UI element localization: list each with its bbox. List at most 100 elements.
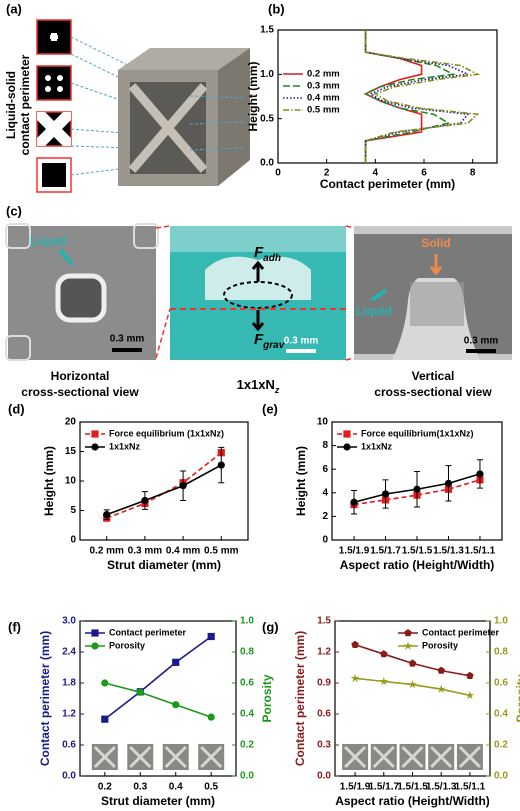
marker [207,632,215,641]
marker [380,650,388,658]
marker [172,658,180,666]
y-tick-label: 3.0 [62,616,76,627]
marker [207,713,215,721]
legend-label: Porosity [422,640,458,650]
x-tick-label: 0.5 mm [204,546,239,557]
y2-tick-label: 0.0 [240,771,254,782]
x-axis-title: Strut diameter (mm) [101,794,215,808]
panel-label: (c) [6,203,22,218]
force-label: Fgrav [254,331,286,351]
y-tick-label: 0.3 [317,740,331,751]
x-tick-label: 1.5/1.7 [370,546,401,557]
marker [381,490,390,498]
y-tick-label: 10 [317,417,329,428]
legend-marker [91,642,99,650]
legend-marker [91,443,99,451]
caption: cross-sectional view [21,385,139,399]
x-tick-label: 8 [470,168,476,179]
y2-tick-label: 1.0 [240,616,254,627]
marker [101,679,109,687]
scale-label: 0.3 mm [464,336,499,347]
marker [408,679,417,689]
subscript: adh [263,253,281,264]
legend-label: 0.3 mm [307,81,340,92]
hole [57,86,63,92]
marker [350,498,358,506]
y-tick-label: 6 [322,464,328,475]
scale-label: 0.3 mm [110,334,145,345]
marker [465,690,475,700]
marker [136,688,144,696]
legend-label: Force equilibrium (1x1xNz) [109,428,224,438]
x-tick-label: 1.5/1.1 [455,782,486,793]
series-line [104,635,212,720]
x-tick-label: 1.5/1.7 [368,782,399,793]
y-tick-label: 0.9 [317,678,331,689]
x-tick-label: 0.4 [169,782,183,793]
thumb-strut [430,745,453,769]
side-label: contact perimeter [18,54,32,155]
x-axis-title: Aspect ratio (Height/Width) [335,794,490,808]
y-tick-label: 0.6 [62,740,76,751]
marker [444,479,453,487]
marker [436,684,446,693]
annotation: Solid [421,236,450,250]
force-label: Fadh [254,244,281,264]
y2-axis-title: Porosity [514,674,520,722]
y-tick-label: 1.8 [62,678,76,689]
y2-axis-title: Porosity [260,674,274,722]
structure-thumbnail [399,744,426,770]
series-line [106,452,222,519]
caption: Horizontal [51,369,110,383]
structure-thumbnail [428,744,455,770]
x-tick-label: 4 [373,168,379,179]
caption: Vertical [412,369,455,383]
y2-tick-label: 0.4 [240,709,254,720]
marker [351,640,359,648]
scale-bar [112,348,142,352]
series-line [364,30,481,163]
lattice-cube [118,48,250,186]
y-axis-title: Contact perimeter (mm) [38,631,52,766]
legend-label: 0.5 mm [307,105,340,116]
caption: cross-sectional view [374,385,492,399]
thumb-strut [93,745,116,769]
x-tick-label: 1.5/1.9 [340,782,371,793]
y-tick-label: 0.0 [317,771,331,782]
x-tick-label: 1.5/1.3 [433,546,464,557]
legend-marker [404,629,412,637]
legend-label: 0.2 mm [307,69,340,80]
structure-thumbnail [342,744,369,770]
contact-ellipse [223,281,293,309]
y2-tick-label: 1.0 [494,616,508,627]
y2-tick-label: 0.8 [494,647,508,658]
legend-marker [91,629,99,637]
structure-thumbnail [370,744,397,770]
y-axis-title: Contact perimeter (mm) [293,631,307,766]
x-tick-label: 1.5/1.1 [465,546,496,557]
thumb-strut [401,745,424,769]
legend-marker [343,430,351,438]
symbol: F [254,244,264,261]
hole [57,75,63,81]
y-tick-label: 2 [322,511,328,522]
y-axis-title: Height (mm) [246,62,260,132]
x-tick-label: 0.4 mm [166,546,201,557]
legend-label: 1x1xNz [361,441,393,451]
marker [350,673,360,683]
marker [141,496,149,505]
x-tick-label: 0.2 [98,782,112,793]
y-tick-label: 1.2 [62,709,76,720]
hole [45,75,51,81]
y2-tick-label: 0.6 [494,678,508,689]
y-tick-label: 20 [65,417,77,428]
y-tick-label: 4 [322,487,328,498]
structure-thumbnail [456,744,483,770]
y2-tick-label: 0.2 [240,740,254,751]
y-tick-label: 1.0 [260,69,274,80]
panel-label: (e) [262,401,278,416]
legend-marker [343,443,351,451]
panel-label: (a) [6,1,22,16]
panel-c: Liquid 0.3 mm Horizontal cross-sectional… [5,223,512,399]
